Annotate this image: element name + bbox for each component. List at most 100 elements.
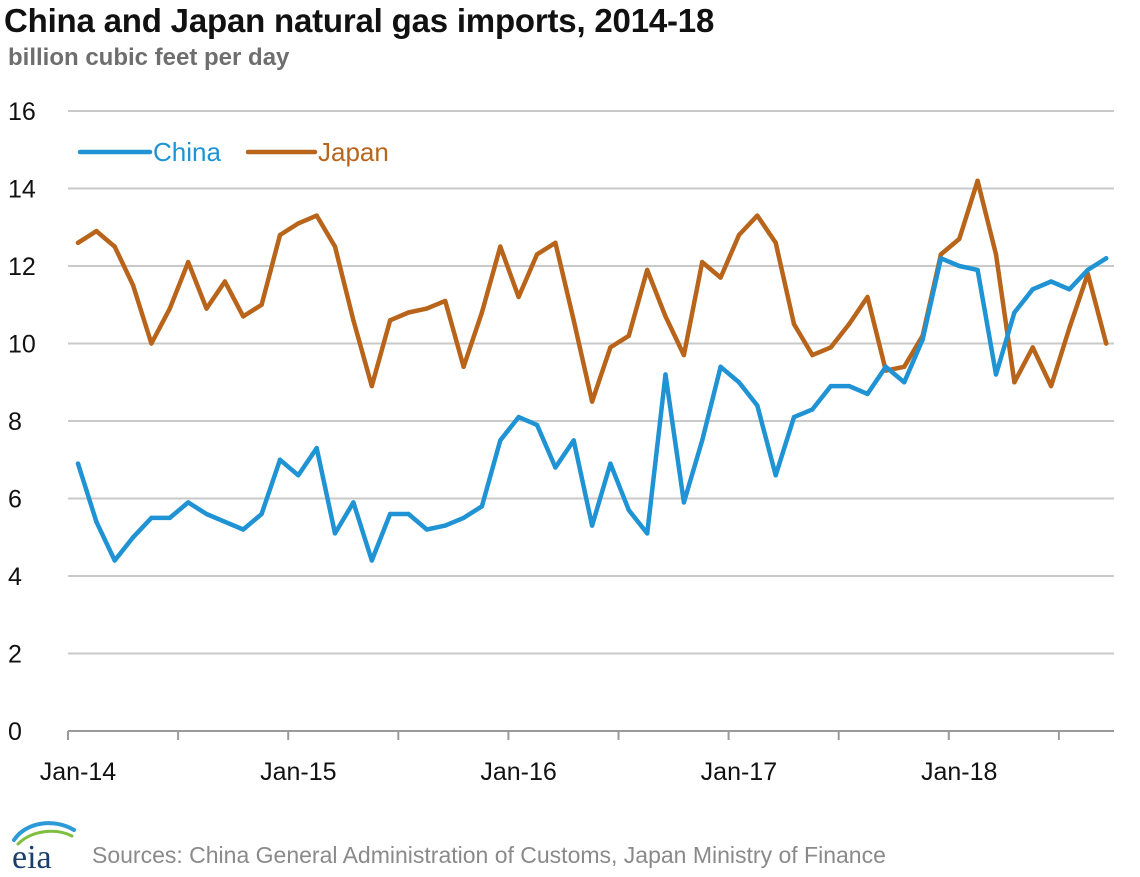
- data-point-china: [369, 558, 374, 563]
- data-point-japan: [663, 314, 668, 319]
- data-point-china: [241, 527, 246, 532]
- data-point-china: [810, 407, 815, 412]
- data-point-japan: [498, 244, 503, 249]
- gridlines: [68, 110, 1114, 655]
- data-point-japan: [461, 364, 466, 369]
- data-point-china: [259, 511, 264, 517]
- data-point-japan: [1104, 341, 1109, 346]
- data-point-japan: [259, 302, 264, 307]
- x-tick-label: Jan-16: [480, 758, 556, 786]
- data-point-japan: [1012, 380, 1017, 385]
- y-tick-label: 16: [8, 98, 36, 126]
- data-point-china: [112, 558, 117, 563]
- data-point-japan: [700, 259, 705, 265]
- legend-label-japan: Japan: [318, 137, 389, 167]
- data-point-japan: [186, 259, 191, 265]
- data-point-japan: [277, 232, 283, 238]
- series-line-china: [75, 256, 1109, 563]
- data-point-japan: [387, 318, 393, 323]
- data-point-china: [167, 515, 172, 521]
- data-point-china: [1048, 279, 1054, 284]
- y-tick-label: 4: [8, 563, 22, 591]
- data-point-japan: [112, 244, 117, 249]
- data-point-japan: [296, 221, 301, 226]
- y-tick-label: 6: [8, 486, 22, 514]
- x-tick-label: Jan-15: [260, 758, 336, 786]
- data-point-japan: [608, 345, 613, 350]
- data-point-china: [865, 391, 870, 397]
- data-point-japan: [1048, 383, 1054, 389]
- data-point-china: [75, 461, 81, 466]
- data-point-china: [920, 337, 925, 342]
- y-tick-label: 14: [8, 176, 36, 204]
- data-point-japan: [773, 240, 778, 245]
- data-point-china: [314, 445, 319, 451]
- data-point-china: [406, 511, 411, 517]
- data-point-japan: [406, 310, 411, 315]
- data-point-china: [700, 438, 705, 443]
- data-point-china: [204, 511, 209, 517]
- data-point-china: [351, 500, 356, 505]
- data-point-china: [443, 523, 448, 528]
- data-point-china: [681, 500, 687, 505]
- chart-subtitle: billion cubic feet per day: [8, 44, 290, 71]
- legend: China Japan: [77, 137, 389, 167]
- data-point-japan: [332, 244, 338, 249]
- data-point-japan: [204, 306, 209, 311]
- legend-label-china: China: [153, 137, 221, 167]
- data-point-china: [479, 504, 485, 509]
- data-point-china: [296, 473, 301, 478]
- data-point-japan: [902, 364, 907, 369]
- data-point-japan: [791, 321, 797, 327]
- data-point-japan: [736, 232, 742, 238]
- data-point-japan: [957, 236, 962, 242]
- data-point-china: [773, 473, 778, 478]
- data-point-china: [130, 535, 136, 540]
- data-point-china: [883, 364, 888, 369]
- data-point-japan: [938, 252, 944, 257]
- data-point-china: [626, 507, 631, 513]
- data-point-japan: [810, 352, 815, 358]
- data-point-china: [1067, 287, 1072, 292]
- data-point-china: [186, 500, 191, 505]
- y-tick-label: 10: [8, 331, 36, 359]
- data-point-japan: [314, 213, 319, 218]
- data-point-japan: [589, 399, 595, 404]
- data-point-china: [553, 465, 558, 470]
- data-point-china: [222, 519, 228, 524]
- data-point-china: [718, 364, 723, 369]
- data-point-japan: [130, 283, 136, 288]
- data-point-china: [498, 438, 503, 443]
- eia-logo-text: eia: [12, 839, 52, 872]
- data-point-china: [424, 527, 429, 532]
- y-axis: 0 2 4 6 8 10 12 14 16: [8, 98, 36, 746]
- data-point-china: [957, 263, 962, 269]
- data-point-china: [608, 461, 613, 466]
- data-point-japan: [222, 279, 228, 284]
- data-point-japan: [369, 383, 374, 389]
- data-point-china: [571, 438, 576, 443]
- data-point-china: [277, 457, 283, 462]
- data-point-japan: [571, 318, 576, 323]
- data-point-china: [332, 531, 338, 536]
- x-tick-label: Jan-18: [921, 758, 997, 786]
- data-point-china: [387, 511, 393, 517]
- data-point-japan: [975, 178, 980, 183]
- series-lines: [75, 178, 1109, 563]
- data-point-japan: [1030, 345, 1035, 350]
- data-point-china: [828, 383, 833, 389]
- data-point-japan: [681, 352, 687, 358]
- data-point-china: [461, 515, 466, 521]
- data-point-china: [516, 414, 521, 420]
- series-line-japan: [75, 178, 1109, 404]
- footer: eia Sources: China General Administratio…: [0, 812, 1140, 872]
- data-point-japan: [553, 240, 558, 245]
- data-point-china: [94, 519, 99, 524]
- data-point-japan: [828, 345, 833, 350]
- data-point-china: [902, 380, 907, 385]
- y-tick-label: 12: [8, 253, 36, 281]
- data-point-china: [791, 414, 797, 420]
- data-point-japan: [75, 240, 81, 245]
- data-point-china: [534, 422, 540, 428]
- eia-logo: eia: [12, 821, 76, 872]
